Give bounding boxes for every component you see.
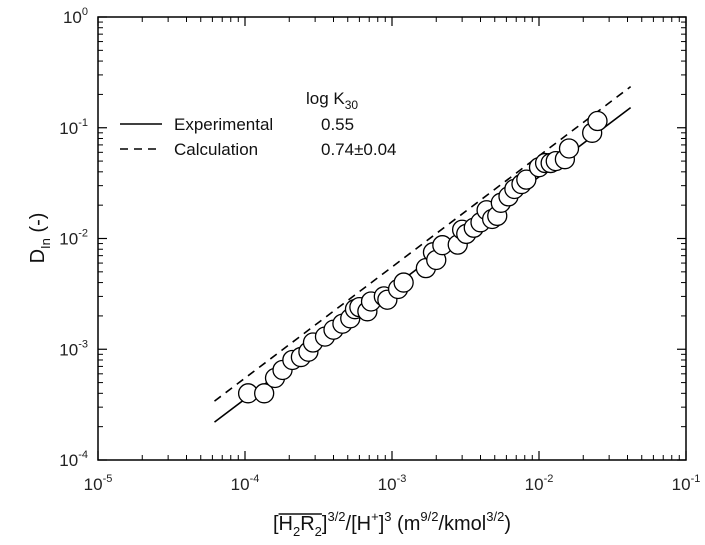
x-tick-label: 10-5	[84, 473, 113, 494]
legend: log K30 Experimental 0.55 Calculation 0.…	[120, 89, 397, 159]
data-point	[254, 383, 275, 404]
tick-labels: 10-5 10-4 10-3 10-2 10-1 10-4 10-3 10-2 10-1 100	[59, 6, 700, 494]
y-tick-label: 10-3	[59, 338, 88, 359]
x-tick-label: 10-2	[525, 473, 554, 494]
legend-label-experimental: Experimental	[174, 115, 273, 134]
legend-value-calculation: 0.74±0.04	[321, 140, 397, 159]
y-tick-label: 100	[63, 6, 88, 27]
x-tick-label: 10-4	[231, 473, 260, 494]
y-tick-label: 10-1	[59, 117, 88, 138]
data-point	[558, 138, 580, 159]
x-axis-title: [H2R2]3/2/[H+]3 (m9/2/kmol3/2)	[273, 509, 511, 539]
data-point	[587, 110, 608, 132]
legend-label-calculation: Calculation	[174, 140, 258, 159]
legend-header-subscript: 30	[345, 98, 359, 112]
legend-value-experimental: 0.55	[321, 115, 354, 134]
calculation-line	[213, 86, 632, 402]
x-tick-label: 10-3	[378, 473, 407, 494]
y-axis-title: DIn (-)	[27, 213, 53, 264]
legend-header: log K30	[306, 89, 358, 112]
y-tick-label: 10-4	[59, 449, 88, 470]
x-tick-label: 10-1	[672, 473, 701, 494]
ticks	[97, 16, 687, 461]
data-point	[393, 272, 414, 293]
data-points	[237, 110, 608, 404]
data-point	[516, 169, 537, 190]
y-tick-label: 10-2	[59, 228, 88, 249]
y-axis-title-subscript: In	[38, 238, 53, 249]
plot-frame	[97, 16, 687, 461]
